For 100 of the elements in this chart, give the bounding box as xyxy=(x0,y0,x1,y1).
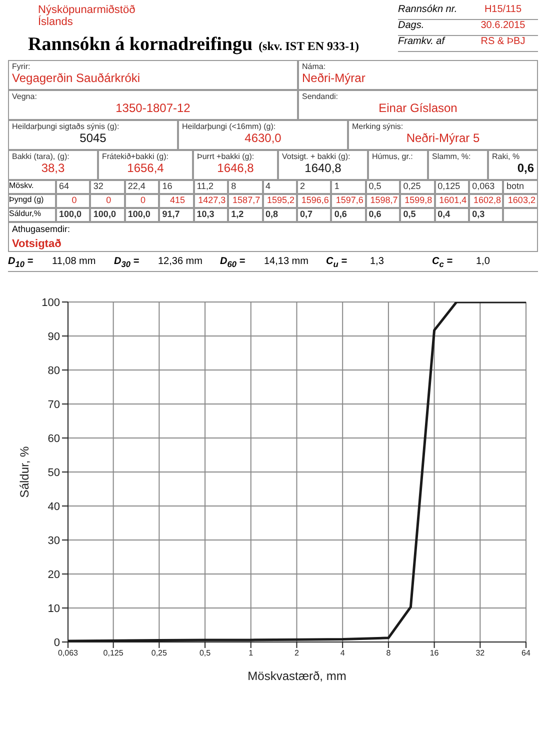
text: 0,3 xyxy=(472,209,485,219)
text: 1595,2 xyxy=(266,195,294,205)
x-tick-label: 16 xyxy=(430,648,440,658)
text: 1656,4 xyxy=(127,161,164,175)
text: 2 xyxy=(300,181,305,191)
text: 0,6 xyxy=(517,161,534,175)
y-tick-label: 70 xyxy=(48,398,60,411)
x-tick-label: 0,125 xyxy=(103,648,124,658)
text: Fyrir: xyxy=(12,62,32,71)
x-tick-label: 0,063 xyxy=(58,648,79,658)
text: Bakki (tara), (g): xyxy=(12,152,70,161)
text: 0 xyxy=(140,195,146,205)
text: Einar Gíslason xyxy=(378,101,458,115)
y-tick-label: 100 xyxy=(42,296,60,309)
x-tick-label: 32 xyxy=(476,648,486,658)
y-tick-label: 30 xyxy=(48,534,60,547)
text: Vegagerðin Sauðárkróki xyxy=(12,71,140,85)
text: 1602,8 xyxy=(474,195,502,205)
text: Framkv. af xyxy=(398,36,444,47)
text: 1596,6 xyxy=(301,195,329,205)
text: 12,36 mm xyxy=(158,256,202,269)
chart-subtitle: (skv. IST EN 933-1) xyxy=(258,39,360,53)
text: Votsigtað xyxy=(12,238,62,250)
text: 91,7 xyxy=(162,209,180,219)
x-tick-label: 0,25 xyxy=(151,648,168,658)
text: C$_{c}$ = xyxy=(432,256,454,269)
y-tick-label: 10 xyxy=(48,602,60,615)
x-tick-label: 64 xyxy=(522,648,531,658)
text: 1640,8 xyxy=(304,161,342,175)
text: Húmus, gr.: xyxy=(372,152,414,161)
text: C$_{u}$ = xyxy=(326,256,348,269)
y-tick-label: 60 xyxy=(48,432,60,445)
text: 1,2 xyxy=(231,209,244,219)
text: botn xyxy=(506,181,524,191)
text: Heildarþungi sigtaðs sýnis (g): xyxy=(12,122,120,131)
text: Raki, % xyxy=(492,152,521,161)
text: 0 xyxy=(72,195,77,205)
text: 14,13 mm xyxy=(264,256,308,269)
text: 1,3 xyxy=(370,256,384,269)
text: 8 xyxy=(231,181,236,191)
text: 1,0 xyxy=(476,256,490,269)
text: Heildarþungi (<16mm) (g): xyxy=(182,122,277,131)
y-tick-label: 90 xyxy=(48,330,60,343)
text: 4 xyxy=(266,181,271,191)
text: 1350-1807-12 xyxy=(116,101,190,115)
text: Sáldur,% xyxy=(9,209,42,218)
text: 1603,2 xyxy=(508,195,536,205)
text: Sendandi: xyxy=(302,92,340,101)
y-tick-label: 0 xyxy=(54,636,60,649)
text: 0,5 xyxy=(403,209,416,219)
x-tick-label: 4 xyxy=(340,648,346,658)
y-tick-label: 80 xyxy=(48,364,60,377)
text: 0,6 xyxy=(334,209,347,219)
x-tick-label: 0,5 xyxy=(199,648,212,658)
text: 0 xyxy=(106,195,112,205)
text: 1 xyxy=(334,181,340,191)
y-tick-label: 50 xyxy=(48,466,60,479)
text: 10,3 xyxy=(196,209,214,219)
text: 1597,6 xyxy=(336,195,364,205)
text: D$_{10}$ = xyxy=(8,256,34,269)
text: Slamm, %: xyxy=(432,152,472,161)
text: 0,4 xyxy=(438,209,450,219)
text: 100,0 xyxy=(93,209,116,219)
text: Merking sýnis: xyxy=(352,122,404,131)
text: 1598,7 xyxy=(370,195,398,205)
text: Náma: xyxy=(302,62,327,71)
text: Þyngd (g) xyxy=(9,195,44,204)
text: 415 xyxy=(170,195,185,205)
text: 1587,7 xyxy=(232,195,260,205)
text: 1427,3 xyxy=(198,195,226,205)
text: Vegna: xyxy=(12,92,38,101)
text: 30.6.2015 xyxy=(480,20,526,31)
x-tick-label: 2 xyxy=(294,648,300,658)
text: 0,7 xyxy=(300,209,312,219)
text: D$_{30}$ = xyxy=(114,256,140,269)
chart-title: Rannsókn á kornadreifingu xyxy=(28,34,253,55)
text: 64 xyxy=(59,181,70,191)
text: H15/115 xyxy=(484,4,522,15)
y-tick-label: 20 xyxy=(48,568,60,581)
text: 0,25 xyxy=(403,181,421,191)
y-axis-title: Sáldur, % xyxy=(17,446,32,498)
x-tick-label: 8 xyxy=(386,648,392,658)
text: 22,4 xyxy=(128,181,146,191)
text: 4630,0 xyxy=(244,131,282,145)
text: RS & ÞBJ xyxy=(480,36,526,47)
text: 0,063 xyxy=(472,181,495,191)
text: D$_{60}$ = xyxy=(220,256,246,269)
text: 0,5 xyxy=(368,181,382,191)
text: 0,125 xyxy=(438,181,460,191)
text: 11,2 xyxy=(196,181,214,191)
text: Þurrt +bakki (g): xyxy=(197,152,256,161)
text: 100,0 xyxy=(128,209,150,219)
text: Frátekið+bakki (g): xyxy=(102,152,170,161)
text: 38,3 xyxy=(41,161,65,175)
text: 5045 xyxy=(80,131,106,145)
text: Athugasemdir: xyxy=(12,224,72,234)
text: 1601,4 xyxy=(439,195,467,205)
text: Neðri-Mýrar xyxy=(302,71,366,85)
text: 16 xyxy=(162,181,172,191)
text: 11,08 mm xyxy=(52,256,96,269)
